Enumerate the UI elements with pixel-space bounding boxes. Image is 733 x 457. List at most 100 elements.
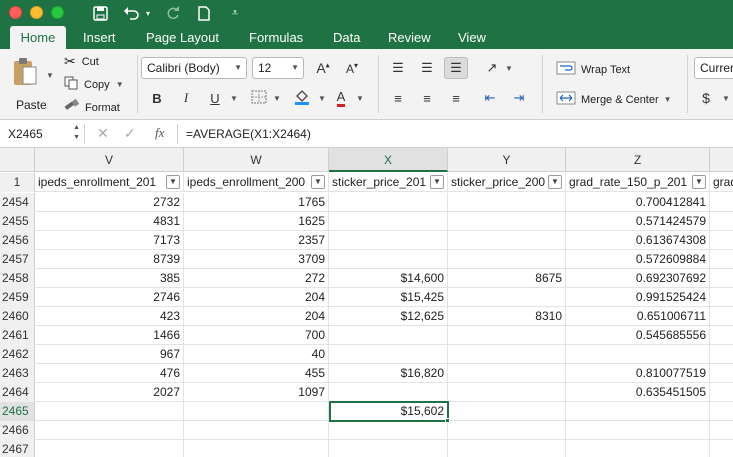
table-cell[interactable] <box>329 193 448 212</box>
increase-indent-button[interactable]: ⇥ <box>507 87 531 109</box>
table-cell[interactable]: 0.635451505 <box>566 383 710 402</box>
table-cell[interactable] <box>35 440 184 457</box>
filter-dropdown-icon[interactable]: ▼ <box>166 175 180 189</box>
table-cell[interactable]: $15,425 <box>329 288 448 307</box>
table-cell[interactable]: 1765 <box>184 193 329 212</box>
table-cell[interactable] <box>448 288 566 307</box>
table-cell[interactable] <box>448 440 566 457</box>
table-cell[interactable]: 0.692307692 <box>566 269 710 288</box>
table-cell[interactable] <box>329 440 448 457</box>
tab-view[interactable]: View <box>458 30 486 45</box>
table-cell[interactable] <box>329 326 448 345</box>
table-cell[interactable]: 476 <box>35 364 184 383</box>
tab-formulas[interactable]: Formulas <box>249 30 304 45</box>
column-header-z[interactable]: Z <box>566 148 710 172</box>
table-cell[interactable]: 0.613674308 <box>566 231 710 250</box>
copy-button[interactable]: Copy ▼ <box>64 76 124 93</box>
table-cell[interactable]: 423 <box>35 307 184 326</box>
table-cell[interactable] <box>566 345 710 364</box>
insert-function-icon[interactable]: fx <box>155 125 165 140</box>
table-cell[interactable]: 2732 <box>35 193 184 212</box>
decrease-indent-button[interactable]: ⇤ <box>478 87 502 109</box>
table-cell[interactable] <box>448 326 566 345</box>
table-cell[interactable]: $16,820 <box>329 364 448 383</box>
header-cell[interactable]: sticker_price_201 ▼ <box>329 173 448 192</box>
table-cell[interactable] <box>710 212 733 231</box>
tab-page-layout[interactable]: Page Layout <box>146 30 220 45</box>
align-left-button[interactable]: ≡ <box>386 87 410 109</box>
increase-font-size-button[interactable]: A▴ <box>311 57 335 79</box>
table-cell[interactable] <box>566 402 710 421</box>
italic-button[interactable]: I <box>174 87 198 109</box>
fill-color-button[interactable] <box>290 87 314 109</box>
table-cell[interactable]: 4831 <box>35 212 184 231</box>
filter-dropdown-icon[interactable]: ▼ <box>430 175 444 189</box>
column-header-y[interactable]: Y <box>448 148 566 172</box>
row-header[interactable]: 2464 <box>0 383 35 402</box>
bold-button[interactable]: B <box>145 87 169 109</box>
row-header[interactable]: 2457 <box>0 250 35 269</box>
table-cell[interactable] <box>710 440 733 457</box>
table-cell[interactable]: 0.651006711 <box>566 307 710 326</box>
table-cell[interactable] <box>710 345 733 364</box>
customize-toolbar-icon[interactable]: ⩡ <box>231 6 239 19</box>
confirm-icon[interactable]: ✓ <box>124 125 136 141</box>
column-header-aa[interactable] <box>710 148 733 172</box>
fill-handle[interactable] <box>445 418 450 423</box>
table-cell[interactable] <box>710 193 733 212</box>
orientation-button[interactable]: ↗ <box>480 57 504 79</box>
table-cell[interactable]: 0.700412841 <box>566 193 710 212</box>
copy-dropdown-icon[interactable]: ▼ <box>115 80 124 89</box>
cut-button[interactable]: ✂ Cut <box>64 53 99 70</box>
middle-align-button[interactable]: ☰ <box>415 57 439 79</box>
row-header[interactable]: 2460 <box>0 307 35 326</box>
row-header[interactable]: 2466 <box>0 421 35 440</box>
row-header[interactable]: 2459 <box>0 288 35 307</box>
table-cell[interactable] <box>448 250 566 269</box>
table-cell[interactable] <box>448 402 566 421</box>
maximize-window-button[interactable] <box>51 6 64 19</box>
font-size-dropdown[interactable]: 12 ▼ <box>252 57 304 79</box>
decrease-font-size-button[interactable]: A▾ <box>340 57 364 79</box>
table-cell[interactable]: 7173 <box>35 231 184 250</box>
table-cell[interactable] <box>710 250 733 269</box>
tab-insert[interactable]: Insert <box>83 30 116 45</box>
table-cell[interactable] <box>566 440 710 457</box>
table-cell[interactable] <box>329 212 448 231</box>
save-icon[interactable] <box>91 4 109 22</box>
name-box[interactable]: X2465 ▲ ▼ <box>4 124 82 144</box>
table-cell[interactable] <box>710 421 733 440</box>
table-cell[interactable]: 0.571424579 <box>566 212 710 231</box>
table-cell[interactable] <box>710 402 733 421</box>
column-header-x[interactable]: X <box>329 148 448 172</box>
table-cell[interactable]: 272 <box>184 269 329 288</box>
column-header-w[interactable]: W <box>184 148 329 172</box>
name-box-stepper-icon[interactable]: ▲ ▼ <box>73 124 80 141</box>
table-cell[interactable] <box>35 421 184 440</box>
table-cell[interactable] <box>329 383 448 402</box>
table-cell[interactable] <box>35 402 184 421</box>
row-header[interactable]: 2455 <box>0 212 35 231</box>
table-cell[interactable]: $14,600 <box>329 269 448 288</box>
table-cell[interactable]: 1466 <box>35 326 184 345</box>
row-header[interactable]: 2463 <box>0 364 35 383</box>
table-cell[interactable] <box>448 212 566 231</box>
merge-dropdown-icon[interactable]: ▼ <box>663 95 672 104</box>
table-cell[interactable] <box>184 421 329 440</box>
table-cell[interactable] <box>329 345 448 364</box>
table-cell[interactable] <box>448 383 566 402</box>
minimize-window-button[interactable] <box>30 6 43 19</box>
row-header[interactable]: 2462 <box>0 345 35 364</box>
undo-dropdown-icon[interactable]: ▾ <box>145 8 150 18</box>
row-header[interactable]: 2467 <box>0 440 35 457</box>
table-cell[interactable]: 8310 <box>448 307 566 326</box>
paste-button[interactable]: ▼ Paste <box>8 55 54 113</box>
table-cell[interactable] <box>448 193 566 212</box>
align-right-button[interactable]: ≡ <box>444 87 468 109</box>
new-document-icon[interactable] <box>195 4 213 22</box>
cancel-icon[interactable]: ✕ <box>97 125 109 141</box>
accounting-format-button[interactable]: $ <box>694 87 718 109</box>
table-cell[interactable] <box>710 383 733 402</box>
underline-button[interactable]: U <box>203 87 227 109</box>
table-cell[interactable]: 1625 <box>184 212 329 231</box>
